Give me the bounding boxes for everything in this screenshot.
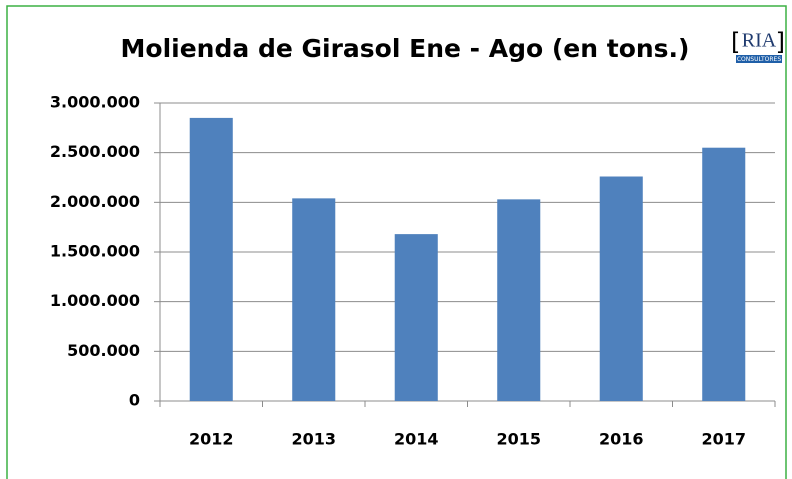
chart-title: Molienda de Girasol Ene - Ago (en tons.) [121,34,690,63]
x-tick-label: 2016 [599,430,644,449]
x-tick-label: 2017 [701,430,746,449]
y-tick-label: 500.000 [67,341,140,360]
bar [702,147,746,401]
logo: [ ] RIA CONSULTORES [731,28,785,63]
logo-bracket: ] [776,28,785,56]
logo-bracket: [ [731,28,740,56]
bar [189,117,233,402]
x-tick-label: 2014 [394,430,439,449]
x-tick-label: 2012 [189,430,234,449]
y-tick-label: 1.000.000 [50,291,140,310]
bar [497,199,541,401]
logo-band [736,55,782,63]
bar [599,176,643,401]
bar [394,234,438,401]
y-tick-label: 3.000.000 [50,93,140,112]
logo-text: RIA [742,30,777,52]
y-tick-label: 2.000.000 [50,192,140,211]
y-tick-label: 0 [129,391,140,410]
x-tick-label: 2013 [291,430,336,449]
logo-subtitle: CONSULTORES [737,56,781,63]
y-tick-label: 2.500.000 [50,142,140,161]
y-tick-label: 1.500.000 [50,242,140,261]
bar [292,198,336,401]
frame [6,5,787,479]
x-tick-label: 2015 [496,430,541,449]
